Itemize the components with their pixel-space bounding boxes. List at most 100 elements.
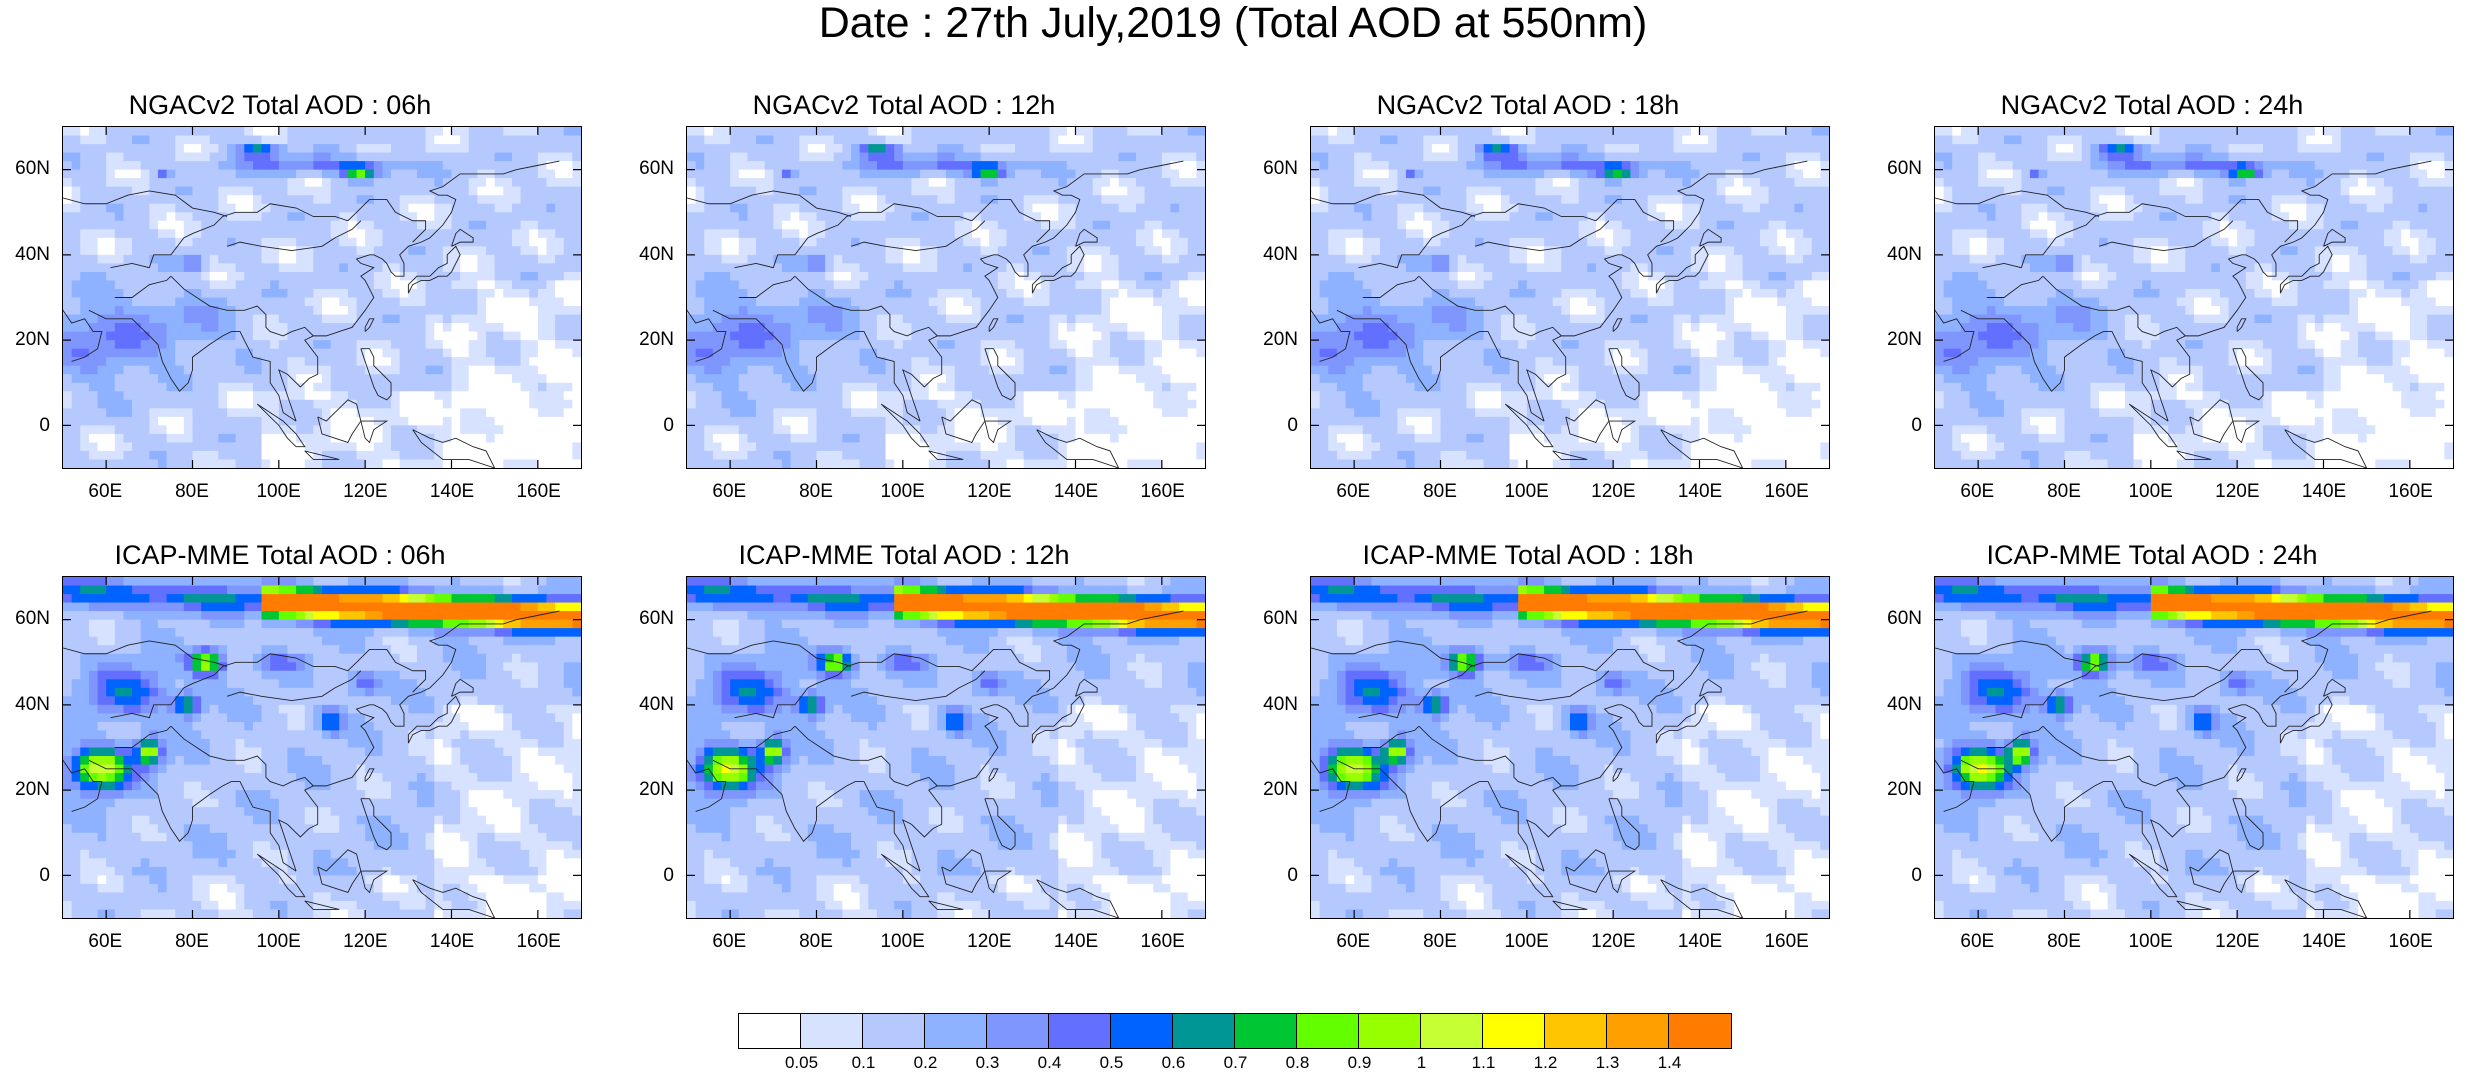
aod-cell <box>782 374 791 383</box>
aod-cell <box>201 178 210 187</box>
aod-cell <box>469 255 478 264</box>
aod-cell <box>799 127 808 136</box>
aod-cell <box>868 229 877 238</box>
aod-cell <box>296 451 305 460</box>
aod-cell <box>460 400 469 409</box>
aod-cell <box>417 153 426 162</box>
aod-cell <box>503 459 512 468</box>
aod-cell <box>1093 349 1102 358</box>
aod-cell <box>877 136 886 145</box>
aod-cell <box>400 136 409 145</box>
aod-cell <box>1751 127 1760 136</box>
aod-cell <box>1006 306 1015 315</box>
aod-cell <box>348 204 357 213</box>
aod-cell <box>972 332 981 341</box>
aod-cell <box>495 153 504 162</box>
aod-cell <box>374 255 383 264</box>
aod-cell <box>1674 127 1683 136</box>
aod-cell <box>184 451 193 460</box>
aod-cell <box>1015 187 1024 196</box>
aod-cell <box>167 451 176 460</box>
aod-cell <box>1170 459 1179 468</box>
aod-cell <box>868 127 877 136</box>
aod-cell <box>382 229 391 238</box>
aod-cell <box>989 170 998 179</box>
aod-cell <box>946 187 955 196</box>
aod-cell <box>158 332 167 341</box>
aod-cell <box>89 391 98 400</box>
lat-tick-label: 60N <box>0 159 50 179</box>
aod-cell <box>115 161 124 170</box>
aod-cell <box>244 434 253 443</box>
aod-cell <box>210 187 219 196</box>
aod-cell <box>477 221 486 230</box>
aod-cell <box>1093 153 1102 162</box>
aod-cell <box>141 442 150 451</box>
aod-cell <box>782 442 791 451</box>
aod-cell <box>1145 204 1154 213</box>
aod-cell <box>713 340 722 349</box>
aod-cell <box>817 366 826 375</box>
aod-cell <box>1119 161 1128 170</box>
aod-cell <box>1006 187 1015 196</box>
aod-cell <box>1170 366 1179 375</box>
aod-cell <box>756 391 765 400</box>
aod-cell <box>1162 263 1171 272</box>
aod-cell <box>799 349 808 358</box>
aod-cell <box>63 221 72 230</box>
aod-cell <box>1050 127 1059 136</box>
aod-cell <box>374 332 383 341</box>
aod-cell <box>817 127 826 136</box>
aod-cell <box>851 391 860 400</box>
aod-cell <box>408 451 417 460</box>
aod-cell <box>1058 459 1067 468</box>
aod-cell <box>929 161 938 170</box>
aod-cell <box>747 349 756 358</box>
aod-cell <box>460 289 469 298</box>
aod-cell <box>713 298 722 307</box>
aod-cell <box>305 153 314 162</box>
aod-cell <box>1067 298 1076 307</box>
aod-cell <box>1076 349 1085 358</box>
aod-cell <box>408 153 417 162</box>
aod-cell <box>739 349 748 358</box>
aod-cell <box>63 127 72 136</box>
aod-cell <box>687 161 696 170</box>
aod-cell <box>773 332 782 341</box>
aod-cell <box>167 306 176 315</box>
aod-cell <box>279 280 288 289</box>
aod-cell <box>279 238 288 247</box>
aod-cell <box>687 408 696 417</box>
aod-cell <box>193 280 202 289</box>
aod-cell <box>296 366 305 375</box>
aod-cell <box>894 425 903 434</box>
aod-cell <box>1196 136 1205 145</box>
aod-cell <box>1145 195 1154 204</box>
aod-cell <box>322 417 331 426</box>
aod-cell <box>929 391 938 400</box>
aod-cell <box>782 238 791 247</box>
aod-cell <box>929 170 938 179</box>
aod-cell <box>244 374 253 383</box>
aod-cell <box>1188 204 1197 213</box>
aod-cell <box>158 451 167 460</box>
aod-cell <box>365 161 374 170</box>
aod-cell <box>80 298 89 307</box>
aod-cell <box>572 451 581 460</box>
aod-cell <box>546 434 555 443</box>
aod-cell <box>564 425 573 434</box>
aod-cell <box>279 315 288 324</box>
aod-cell <box>452 417 461 426</box>
aod-cell <box>132 408 141 417</box>
aod-cell <box>1024 178 1033 187</box>
aod-cell <box>1041 442 1050 451</box>
aod-cell <box>903 195 912 204</box>
aod-cell <box>1101 366 1110 375</box>
aod-cell <box>244 400 253 409</box>
aod-cell <box>546 332 555 341</box>
aod-cell <box>167 289 176 298</box>
aod-cell <box>739 280 748 289</box>
aod-cell <box>998 442 1007 451</box>
aod-cell <box>80 332 89 341</box>
aod-cell <box>1110 400 1119 409</box>
